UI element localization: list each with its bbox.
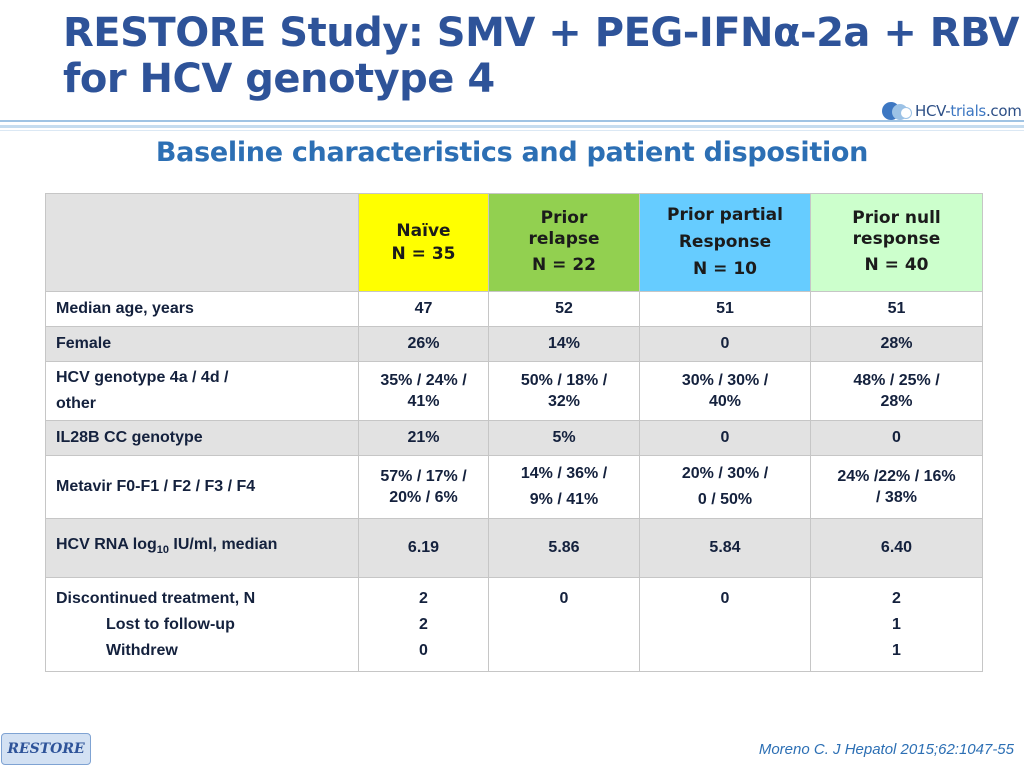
table-cell: 6.19 <box>358 518 489 578</box>
logo-text: HCV-trials.com <box>915 102 1022 120</box>
table-cell: 52 <box>488 291 640 327</box>
table-cell: 14% / 36% /9% / 41% <box>488 455 640 519</box>
table-cell: 0 <box>810 420 983 456</box>
column-header-naive: Naïve N = 35 <box>358 193 489 292</box>
header-divider-lines <box>0 120 1024 134</box>
table-row-median-age: Median age, years 47 52 51 51 <box>45 291 983 327</box>
table-cell: 5.84 <box>639 518 811 578</box>
table-cell: 14% <box>488 326 640 362</box>
table-cell: 30% / 30% /40% <box>639 361 811 421</box>
row-label: Female <box>45 326 359 362</box>
row-label: Discontinued treatment, N Lost to follow… <box>45 577 359 672</box>
row-label: HCV RNA log10 IU/ml, median <box>45 518 359 578</box>
table-cell: 5.86 <box>488 518 640 578</box>
column-header-prior-partial: Prior partial Response N = 10 <box>639 193 811 292</box>
row-label: IL28B CC genotype <box>45 420 359 456</box>
table-cell: 48% / 25% /28% <box>810 361 983 421</box>
row-label: Metavir F0-F1 / F2 / F3 / F4 <box>45 455 359 519</box>
table-row-female: Female 26% 14% 0 28% <box>45 326 983 362</box>
slide-title-line2: for HCV genotype 4 <box>63 56 495 102</box>
table-cell: 5% <box>488 420 640 456</box>
table-row-discontinued: Discontinued treatment, N Lost to follow… <box>45 577 983 672</box>
table-row-genotype: HCV genotype 4a / 4d / other 35% / 24% /4… <box>45 361 983 421</box>
row-label: HCV genotype 4a / 4d / other <box>45 361 359 421</box>
table-cell: 20% / 30% /0 / 50% <box>639 455 811 519</box>
table-row-metavir: Metavir F0-F1 / F2 / F3 / F4 57% / 17% /… <box>45 455 983 519</box>
table-row-hcv-rna: HCV RNA log10 IU/ml, median 6.19 5.86 5.… <box>45 518 983 578</box>
citation-reference: Moreno C. J Hepatol 2015;62:1047-55 <box>758 741 1014 758</box>
table-cell: 0 <box>639 326 811 362</box>
table-header-row: Naïve N = 35 Prior relapse N = 22 Prior par… <box>45 193 983 292</box>
column-header-prior-null: Prior null response N = 40 <box>810 193 983 292</box>
table-cell: 26% <box>358 326 489 362</box>
table-cell: 0 <box>639 420 811 456</box>
table-cell: 51 <box>639 291 811 327</box>
table-cell: 24% /22% / 16%/ 38% <box>810 455 983 519</box>
table-cell: 28% <box>810 326 983 362</box>
hcv-trials-logo: HCV-trials.com <box>880 98 1022 124</box>
slide-title: RESTORE Study: SMV + PEG-IFNα-2a + RBV f… <box>63 10 1019 102</box>
logo-circles-icon <box>880 99 914 123</box>
table-cell: 50% / 18% /32% <box>488 361 640 421</box>
table-cell: 0 <box>639 577 811 672</box>
baseline-characteristics-table: Naïve N = 35 Prior relapse N = 22 Prior par… <box>45 193 983 672</box>
table-cell: 35% / 24% /41% <box>358 361 489 421</box>
slide-subtitle: Baseline characteristics and patient dis… <box>155 137 869 168</box>
table-cell: 47 <box>358 291 489 327</box>
table-cell: 0 <box>488 577 640 672</box>
column-header-prior-relapse: Prior relapse N = 22 <box>488 193 640 292</box>
row-label: Median age, years <box>45 291 359 327</box>
table-cell: 6.40 <box>810 518 983 578</box>
table-cell: 21% <box>358 420 489 456</box>
slide-title-line1: RESTORE Study: SMV + PEG-IFNα-2a + RBV <box>63 10 1019 56</box>
table-cell: 57% / 17% /20% / 6% <box>358 455 489 519</box>
table-row-il28b: IL28B CC genotype 21% 5% 0 0 <box>45 420 983 456</box>
table-corner-cell <box>45 193 359 292</box>
restore-badge: RESTORE <box>1 733 91 765</box>
table-cell: 51 <box>810 291 983 327</box>
